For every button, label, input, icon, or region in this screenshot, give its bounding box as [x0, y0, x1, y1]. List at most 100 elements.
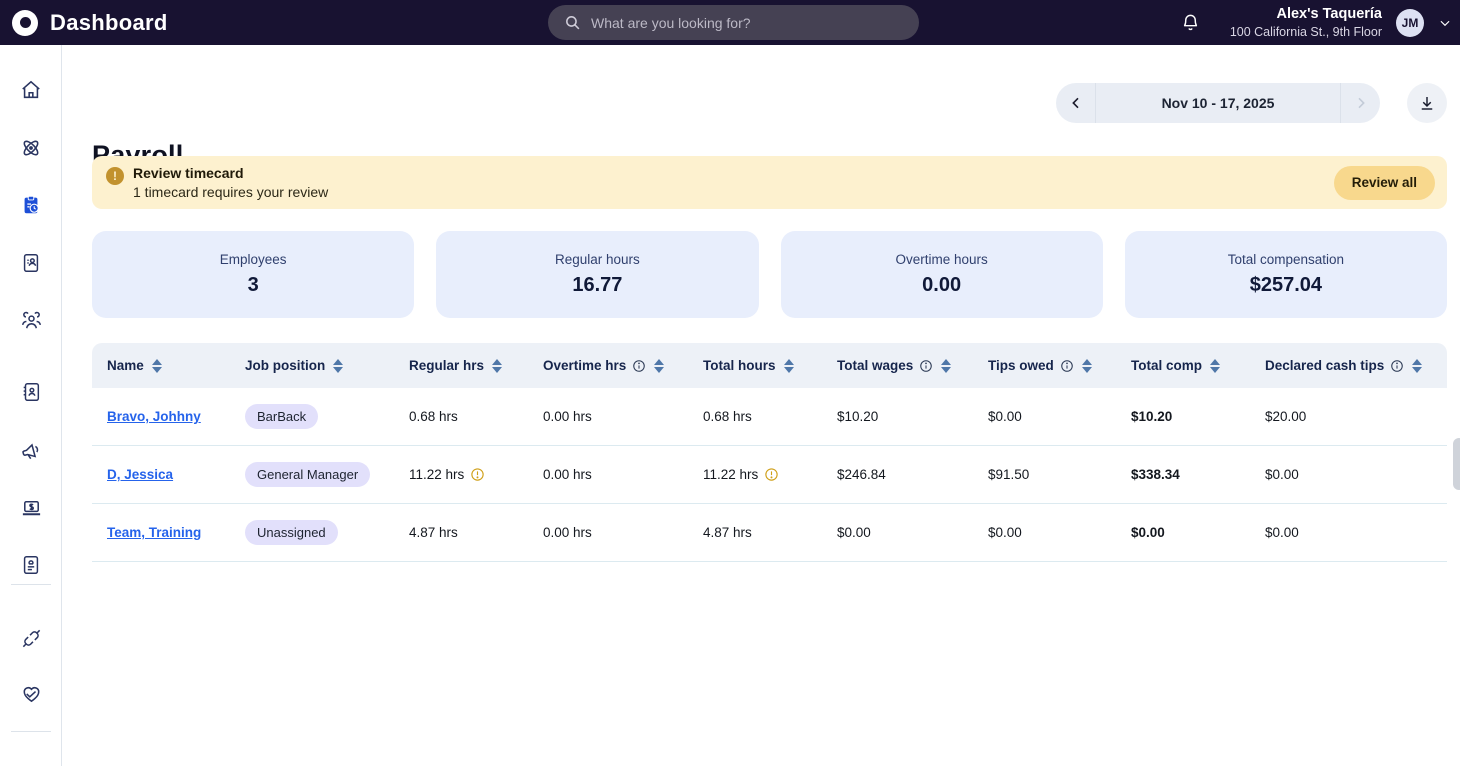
main-content: Payroll Nov 10 - 17, 2025 ! Review timec…: [62, 45, 1460, 766]
card-regular-hours: Regular hours 16.77: [436, 231, 759, 318]
declared-cash-tips-cell: $0.00: [1265, 467, 1299, 482]
employee-name-link[interactable]: D, Jessica: [107, 467, 174, 482]
info-icon[interactable]: [1390, 359, 1404, 373]
sort-icon[interactable]: [941, 358, 952, 373]
global-search[interactable]: [548, 5, 919, 40]
warning-alert-icon[interactable]: [470, 467, 485, 482]
home-icon: [20, 79, 42, 101]
card-overtime-hours: Overtime hours 0.00: [780, 231, 1103, 318]
card-label: Employees: [219, 252, 287, 267]
sort-icon[interactable]: [151, 358, 162, 373]
app-logo-icon: [12, 9, 38, 36]
sidebar-item-home[interactable]: [0, 73, 62, 107]
sort-icon[interactable]: [1210, 358, 1221, 373]
sidebar-item-integrations[interactable]: [0, 621, 62, 655]
job-position-badge: Unassigned: [245, 520, 338, 545]
col-header-declared-cash-tips: Declared cash tips: [1265, 358, 1447, 373]
sidebar-item-timecards[interactable]: [0, 188, 62, 222]
card-label: Overtime hours: [895, 252, 988, 267]
col-header-total-comp: Total comp: [1131, 358, 1265, 373]
banner-subtitle: 1 timecard requires your review: [133, 184, 329, 200]
total-hours-cell: 4.87 hrs: [703, 525, 752, 540]
download-button[interactable]: [1407, 83, 1447, 123]
sort-icon[interactable]: [1081, 358, 1092, 373]
search-icon: [564, 14, 581, 31]
tips-owed-cell: $0.00: [988, 409, 1022, 424]
atom-icon: [20, 137, 42, 159]
download-icon: [1418, 94, 1436, 112]
employee-name-link[interactable]: Bravo, Johhny: [107, 409, 201, 424]
table-row: Team, Training Unassigned 4.87 hrs 0.00 …: [92, 504, 1447, 562]
sidebar-item-support[interactable]: [0, 676, 62, 710]
sort-icon[interactable]: [333, 358, 344, 373]
scrollbar-thumb[interactable]: [1453, 438, 1460, 490]
card-value: $257.04: [1249, 274, 1323, 296]
timecard-clipboard-clock-icon: [20, 194, 42, 216]
sidebar-divider: [11, 584, 51, 585]
megaphone-icon: [20, 439, 43, 462]
sidebar-item-directory[interactable]: [0, 375, 62, 409]
employee-name-link[interactable]: Team, Training: [107, 525, 202, 540]
job-position-badge: General Manager: [245, 462, 371, 487]
sort-icon[interactable]: [654, 358, 665, 373]
next-week-button[interactable]: [1340, 83, 1380, 123]
avatar[interactable]: JM: [1396, 8, 1424, 37]
col-header-total-wages: Total wages: [837, 358, 988, 373]
card-total-compensation: Total compensation $257.04: [1124, 231, 1447, 318]
sidebar-item-team[interactable]: [0, 304, 62, 338]
col-header-regular-hrs: Regular hrs: [409, 358, 543, 373]
sidebar-item-employee-records[interactable]: [0, 246, 62, 280]
sort-icon[interactable]: [783, 358, 794, 373]
total-hours-cell: 11.22 hrs: [703, 467, 837, 482]
card-value: 16.77: [572, 274, 623, 296]
team-people-icon: [20, 310, 43, 333]
total-wages-cell: $0.00: [837, 525, 871, 540]
job-position-badge: BarBack: [245, 404, 319, 429]
col-header-tips-owed: Tips owed: [988, 358, 1131, 373]
info-icon[interactable]: [1060, 359, 1074, 373]
total-hours-cell: 0.68 hrs: [703, 409, 752, 424]
sidebar-item-documents[interactable]: [0, 548, 62, 582]
sidebar-item-insights[interactable]: [0, 131, 62, 165]
declared-cash-tips-cell: $20.00: [1265, 409, 1307, 424]
warning-icon: !: [106, 166, 124, 185]
total-wages-cell: $10.20: [837, 409, 879, 424]
prev-week-button[interactable]: [1056, 83, 1096, 123]
col-header-total-hours: Total hours: [703, 358, 837, 373]
app-title: Dashboard: [50, 9, 168, 35]
sidebar-item-payroll[interactable]: [0, 491, 62, 525]
date-range-label[interactable]: Nov 10 - 17, 2025: [1161, 95, 1275, 111]
total-comp-cell: $0.00: [1131, 525, 1165, 540]
col-header-overtime-hrs: Overtime hrs: [543, 358, 703, 373]
review-timecard-banner: ! Review timecard 1 timecard requires yo…: [92, 156, 1447, 209]
sidebar-divider: [11, 731, 51, 732]
info-icon[interactable]: [632, 359, 646, 373]
sort-icon[interactable]: [1412, 358, 1423, 373]
overtime-hrs-cell: 0.00 hrs: [543, 409, 592, 424]
banner-title: Review timecard: [133, 165, 244, 181]
sidebar-item-announcements[interactable]: [0, 433, 62, 467]
payroll-laptop-dollar-icon: [20, 497, 43, 520]
org-name: Alex's Taquería: [1276, 5, 1382, 22]
table-row: D, Jessica General Manager 11.22 hrs 0.0…: [92, 446, 1447, 504]
regular-hrs-cell: 11.22 hrs: [409, 467, 543, 482]
review-all-button[interactable]: Review all: [1333, 165, 1435, 200]
sort-icon[interactable]: [492, 358, 503, 373]
payroll-table: Name Job position Regular hrs Overtime h…: [92, 343, 1447, 562]
col-header-job-position: Job position: [245, 358, 409, 373]
sidebar: [0, 45, 62, 766]
warning-alert-icon[interactable]: [764, 467, 779, 482]
tips-owed-cell: $0.00: [988, 525, 1022, 540]
search-input[interactable]: [591, 14, 903, 31]
total-comp-cell: $338.34: [1131, 467, 1180, 482]
declared-cash-tips-cell: $0.00: [1265, 525, 1299, 540]
card-employees: Employees 3: [92, 231, 415, 318]
heart-hands-icon: [20, 682, 43, 705]
chevron-down-icon[interactable]: [1438, 16, 1452, 30]
notifications-bell-icon[interactable]: [1181, 13, 1200, 32]
card-label: Regular hours: [554, 252, 640, 267]
info-icon[interactable]: [919, 359, 933, 373]
address-book-icon: [20, 381, 42, 403]
summary-cards: Employees 3 Regular hours 16.77 Overtime…: [92, 231, 1447, 318]
total-comp-cell: $10.20: [1131, 409, 1173, 424]
